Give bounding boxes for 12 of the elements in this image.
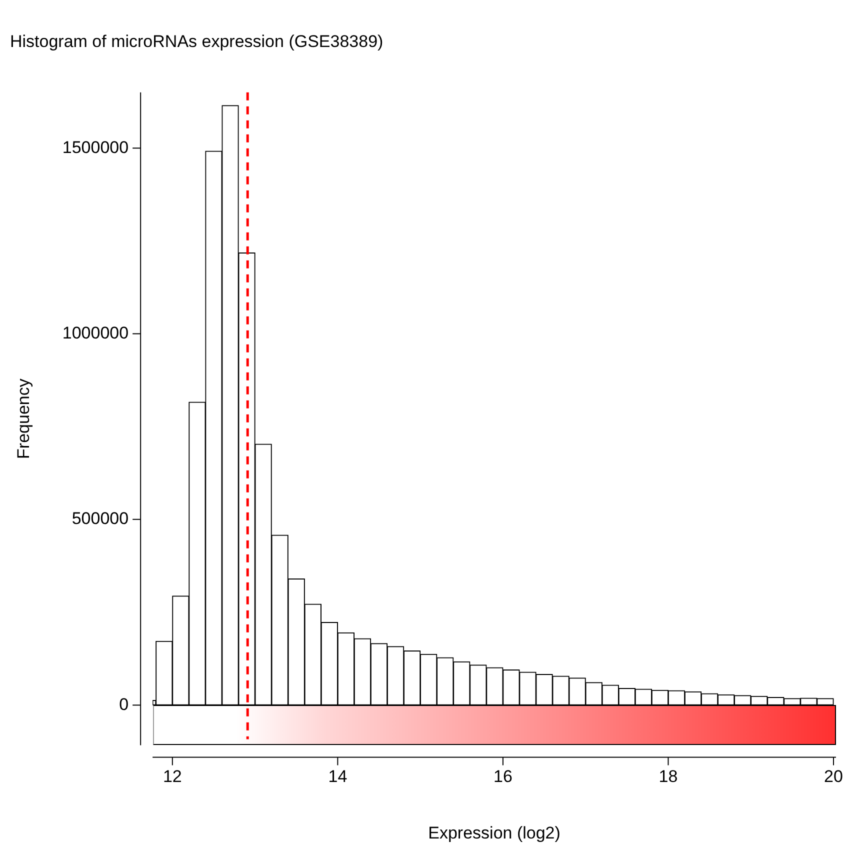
- y-tick-label: 1000000: [62, 323, 129, 342]
- chart-title: Histogram of microRNAs expression (GSE38389): [10, 32, 384, 51]
- x-tick-label: 18: [658, 767, 678, 786]
- y-tick-label: 500000: [72, 509, 129, 528]
- y-tick-label: 0: [119, 694, 129, 714]
- x-axis-title: Expression (log2): [428, 823, 560, 842]
- y-axis-title: Frequency: [14, 378, 33, 459]
- x-tick-label: 14: [328, 767, 348, 786]
- x-tick-label: 20: [824, 767, 843, 786]
- x-tick-label: 16: [493, 767, 512, 786]
- x-tick-label: 12: [162, 767, 182, 786]
- y-tick-label: 1500000: [62, 138, 129, 157]
